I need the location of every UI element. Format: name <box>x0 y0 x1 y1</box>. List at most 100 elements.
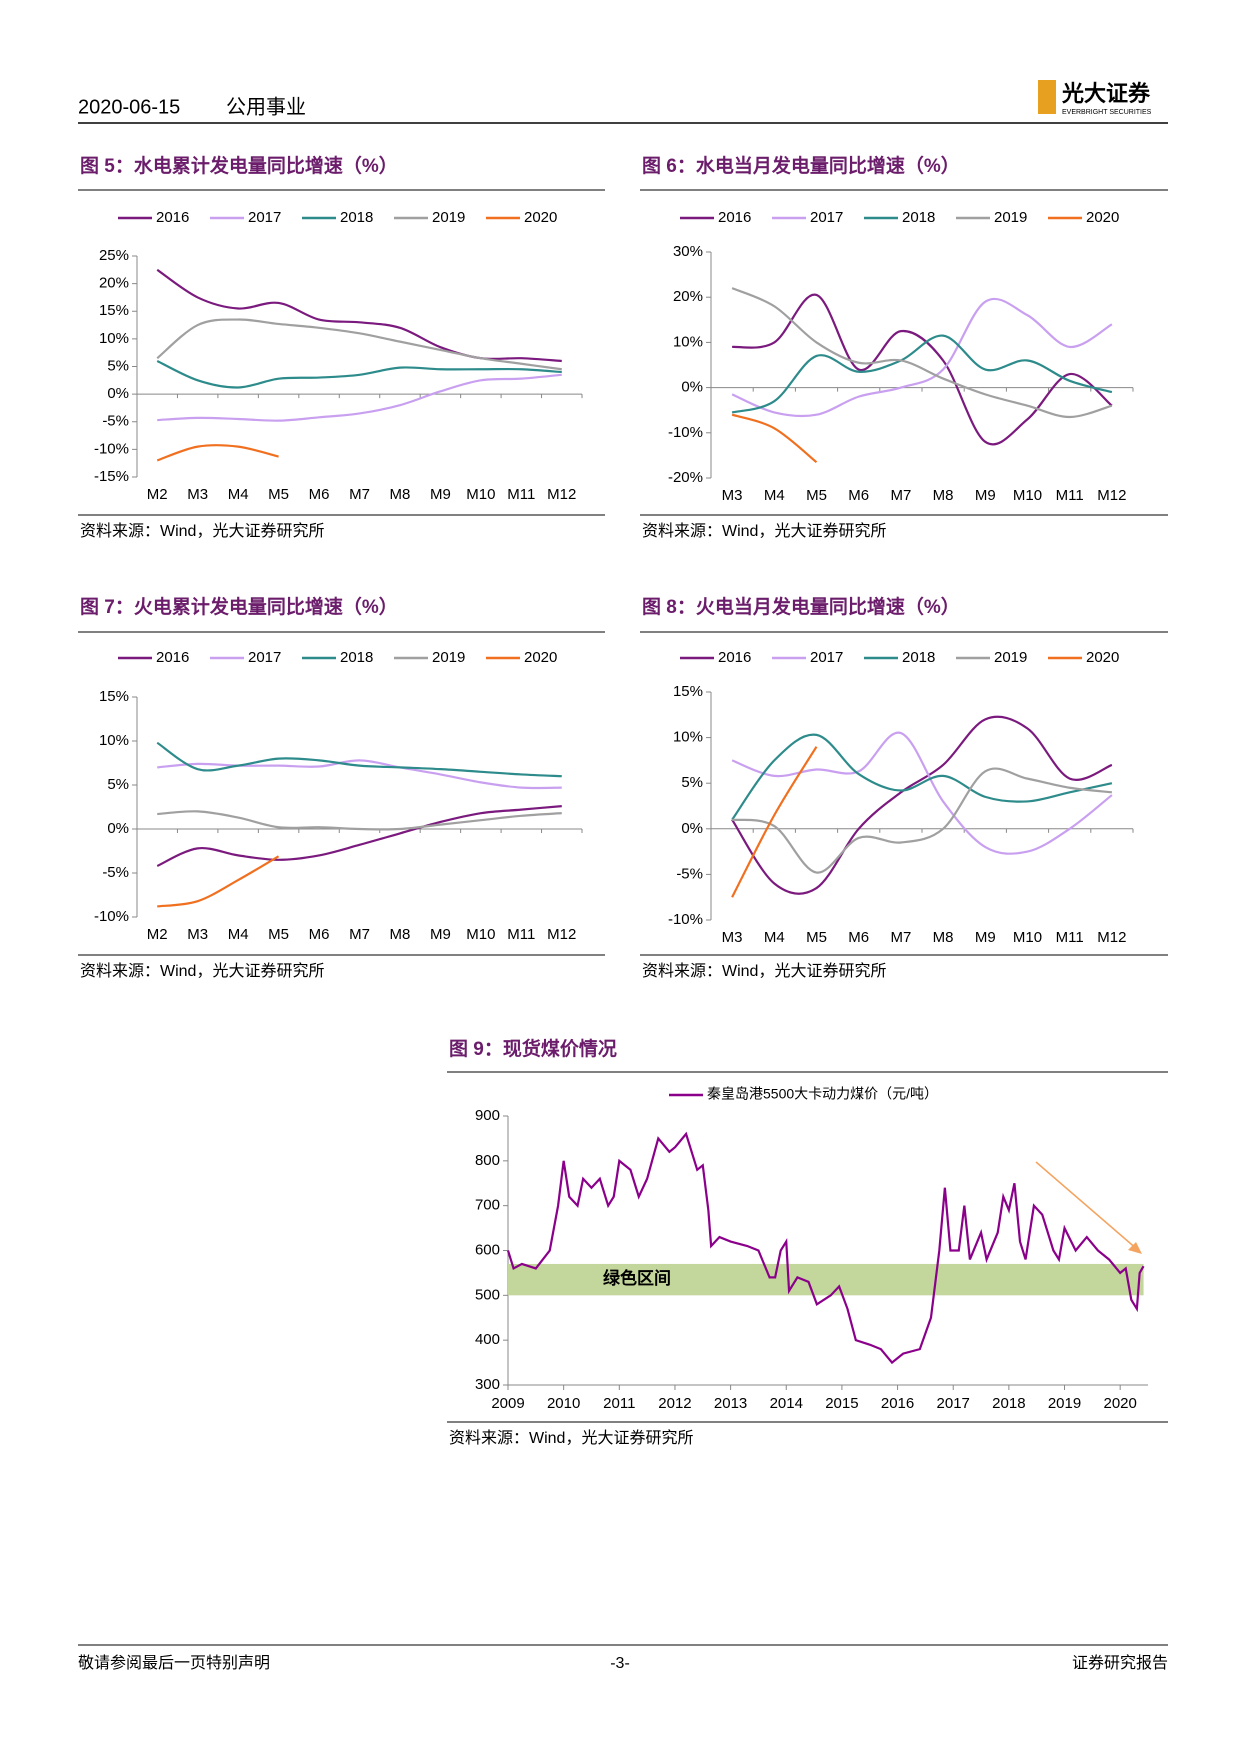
x-tick-label: M2 <box>147 926 168 943</box>
source: 资料来源：Wind，光大证券研究所 <box>80 962 324 980</box>
series-line <box>731 715 1113 895</box>
legend-label: 2019 <box>994 649 1027 666</box>
y-tick-label: 30% <box>673 243 703 260</box>
legend-label: 2017 <box>248 209 281 226</box>
series-line <box>731 733 1113 821</box>
legend-label: 2018 <box>340 209 373 226</box>
y-tick-label: -10% <box>94 908 129 925</box>
legend-label: 2017 <box>248 649 281 666</box>
x-tick-label: M6 <box>848 929 869 946</box>
y-tick-label: -10% <box>668 911 703 928</box>
legend-label: 2016 <box>718 649 751 666</box>
x-tick-label: 2013 <box>714 1395 747 1412</box>
x-tick-label: M2 <box>147 486 168 503</box>
x-tick-label: 2010 <box>547 1395 580 1412</box>
y-tick-label: -10% <box>94 440 129 457</box>
footer-page: -3- <box>610 1655 630 1672</box>
x-tick-label: M9 <box>975 487 996 504</box>
legend-label: 2016 <box>156 209 189 226</box>
x-tick-label: M7 <box>890 487 911 504</box>
x-tick-label: 2017 <box>937 1395 970 1412</box>
x-tick-label: M11 <box>1056 487 1084 504</box>
x-tick-label: M5 <box>268 486 289 503</box>
price-line <box>506 1131 1145 1365</box>
source: 资料来源：Wind，光大证券研究所 <box>642 962 886 980</box>
legend-label: 2020 <box>524 649 557 666</box>
x-tick-label: M3 <box>722 929 743 946</box>
x-tick-label: M6 <box>309 926 330 943</box>
source: 资料来源：Wind，光大证券研究所 <box>642 522 886 540</box>
legend-label: 2019 <box>994 209 1027 226</box>
x-tick-label: M6 <box>848 487 869 504</box>
x-tick-label: M8 <box>933 929 954 946</box>
legend-label: 2018 <box>902 649 935 666</box>
chart-title: 图 6：水电当月发电量同比增速（%） <box>642 154 960 177</box>
header-date: 2020-06-15 <box>78 96 180 118</box>
logo-mark <box>1038 80 1056 114</box>
green-band <box>508 1263 1144 1296</box>
series-line <box>731 334 1113 414</box>
series-line <box>156 805 562 867</box>
source: 资料来源：Wind，光大证券研究所 <box>449 1429 693 1447</box>
series-line <box>731 746 818 898</box>
y-tick-label: 10% <box>99 330 129 347</box>
y-tick-label: 5% <box>107 357 129 374</box>
chart-title: 图 8：火电当月发电量同比增速（%） <box>642 595 960 618</box>
footer-label: 证券研究报告 <box>1072 1654 1168 1672</box>
legend-label: 2016 <box>718 209 751 226</box>
x-tick-label: M9 <box>430 926 451 943</box>
legend-label: 秦皇岛港5500大卡动力煤价（元/吨） <box>707 1086 938 1102</box>
x-tick-label: 2019 <box>1048 1395 1081 1412</box>
x-tick-label: M6 <box>309 486 330 503</box>
x-tick-label: 2012 <box>658 1395 691 1412</box>
x-tick-label: M7 <box>890 929 911 946</box>
x-tick-label: 2011 <box>603 1395 635 1412</box>
x-tick-label: M11 <box>507 926 535 943</box>
y-tick-label: 15% <box>673 683 703 700</box>
series-line <box>731 293 1113 446</box>
y-tick-label: 400 <box>475 1331 500 1348</box>
series-line <box>731 731 1113 855</box>
legend-label: 2018 <box>902 209 935 226</box>
y-tick-label: 0% <box>681 379 703 396</box>
logo-en: EVERBRIGHT SECURITIES <box>1062 109 1152 116</box>
series-line <box>731 413 818 464</box>
y-tick-label: 20% <box>99 275 129 292</box>
x-tick-label: M4 <box>764 487 785 504</box>
x-tick-label: M5 <box>806 929 827 946</box>
x-tick-label: M8 <box>390 486 411 503</box>
x-tick-label: M4 <box>764 929 785 946</box>
x-tick-label: M3 <box>187 926 208 943</box>
y-tick-label: -10% <box>668 424 703 441</box>
x-tick-label: M12 <box>1097 929 1126 946</box>
y-tick-label: 25% <box>99 247 129 264</box>
x-tick-label: M9 <box>430 486 451 503</box>
series-line <box>157 759 562 790</box>
series-line <box>157 373 562 422</box>
y-tick-label: 600 <box>475 1241 500 1258</box>
series-line <box>156 268 562 363</box>
x-tick-label: 2020 <box>1103 1395 1136 1412</box>
y-tick-label: -20% <box>668 469 703 486</box>
chart-title: 图 7：火电累计发电量同比增速（%） <box>80 595 398 618</box>
x-tick-label: M5 <box>806 487 827 504</box>
x-tick-label: M8 <box>390 926 411 943</box>
y-tick-label: -5% <box>102 864 129 881</box>
legend-label: 2019 <box>432 209 465 226</box>
legend-label: 2018 <box>340 649 373 666</box>
x-tick-label: M4 <box>228 486 249 503</box>
series-line <box>731 287 1113 419</box>
x-tick-label: M12 <box>1097 487 1126 504</box>
series-line <box>156 359 562 389</box>
x-tick-label: M10 <box>466 926 495 943</box>
y-tick-label: 15% <box>99 688 129 705</box>
header-sector: 公用事业 <box>226 95 306 118</box>
legend-label: 2017 <box>810 209 843 226</box>
x-tick-label: M10 <box>1013 487 1042 504</box>
y-tick-label: 300 <box>475 1376 500 1393</box>
legend-label: 2020 <box>524 209 557 226</box>
legend-label: 2016 <box>156 649 189 666</box>
series-line <box>157 810 562 831</box>
series-line <box>156 444 279 462</box>
